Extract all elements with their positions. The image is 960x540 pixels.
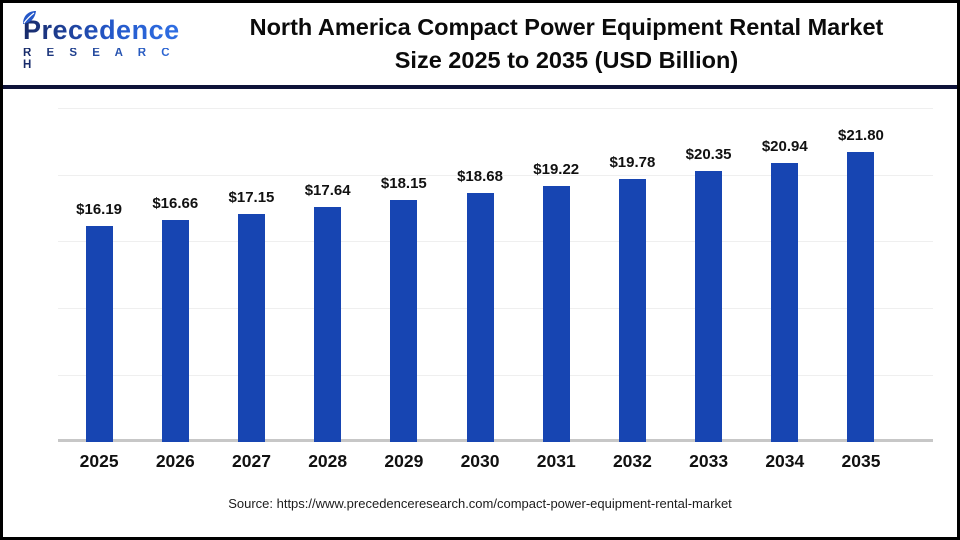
logo-wordmark: Precedence	[23, 15, 180, 45]
bar-2032	[618, 178, 646, 442]
bar-2034	[771, 163, 799, 442]
gridline-25	[58, 108, 933, 109]
x-tick-2028: 2028	[308, 451, 348, 471]
bar-column-2029: $18.15	[366, 89, 442, 442]
bar-2026	[161, 220, 189, 442]
bar-value-label: $21.80	[838, 126, 884, 144]
x-tick-2027: 2027	[232, 451, 271, 471]
bar-column-2025: $16.19	[61, 89, 137, 442]
bar-value-label: $16.66	[152, 195, 199, 213]
x-tick-2032: 2032	[612, 451, 652, 471]
x-tick-2033: 2033	[689, 451, 729, 471]
gridline-20	[58, 175, 933, 176]
logo-subtext: R E S E A R C H	[23, 47, 188, 71]
x-tick-2035: 2035	[841, 451, 881, 471]
bars-container: $16.19 $16.66 $17.15 $17.64 $18.15 $18.68 $19.…	[61, 89, 899, 442]
bar-value-label: $19.22	[533, 161, 580, 178]
bar-column-2035: $21.80	[823, 89, 899, 442]
chart-title-line2: Size 2025 to 2035 (USD Billion)	[394, 47, 739, 73]
bar-column-2033: $20.35	[671, 89, 747, 442]
bar-column-2031: $19.22	[518, 89, 594, 442]
source-text: Source: https://www.precedenceresearch.c…	[228, 496, 732, 511]
bar-2028	[314, 207, 342, 442]
x-tick-2025: 2025	[79, 451, 119, 471]
bar-value-label: $18.15	[380, 175, 427, 193]
gridline-5	[58, 375, 933, 376]
chart-title-line1: North America Compact Power Equipment Re…	[249, 14, 884, 40]
bar-value-label: $20.94	[761, 138, 808, 156]
bar-value-label: $20.35	[685, 145, 732, 163]
x-tick-2029: 2029	[384, 451, 424, 471]
gridline-10	[58, 308, 933, 309]
bar-2031	[542, 186, 570, 442]
x-axis-line	[58, 439, 933, 442]
bar-value-label: $17.15	[228, 188, 275, 206]
bar-value-label: $19.78	[609, 153, 656, 171]
chart-title: North America Compact Power Equipment Re…	[188, 11, 957, 77]
leaf-icon	[21, 10, 37, 30]
bar-column-2026: $16.66	[137, 89, 213, 442]
bar-2029	[390, 200, 418, 442]
bar-column-2028: $17.64	[290, 89, 366, 442]
bar-value-label: $16.19	[76, 201, 123, 219]
gridline-15	[58, 241, 933, 242]
precedence-research-logo: Precedence R E S E A R C H	[3, 11, 188, 71]
header: Precedence R E S E A R C H North America…	[3, 3, 957, 89]
bar-value-label: $17.64	[304, 182, 351, 199]
x-tick-2034: 2034	[765, 451, 805, 471]
x-tick-2026: 2026	[155, 451, 195, 471]
bar-column-2034: $20.94	[747, 89, 823, 442]
bar-2027	[237, 213, 265, 442]
bar-column-2032: $19.78	[594, 89, 670, 442]
bar-2025	[85, 226, 113, 442]
bar-column-2027: $17.15	[213, 89, 289, 442]
x-tick-2031: 2031	[536, 451, 576, 471]
bar-2033	[695, 170, 723, 442]
bar-chart: $16.19 $16.66 $17.15 $17.64 $18.15 $18.68 $19.…	[3, 89, 957, 442]
x-tick-2030: 2030	[460, 451, 500, 471]
bar-2030	[466, 193, 494, 442]
bar-column-2030: $18.68	[442, 89, 518, 442]
bar-value-label: $18.68	[457, 168, 503, 186]
bar-2035	[847, 151, 875, 442]
x-axis-labels: 2025 2026 2027 2028 2029 2030 2031 2032 2033 2034…	[61, 451, 899, 472]
